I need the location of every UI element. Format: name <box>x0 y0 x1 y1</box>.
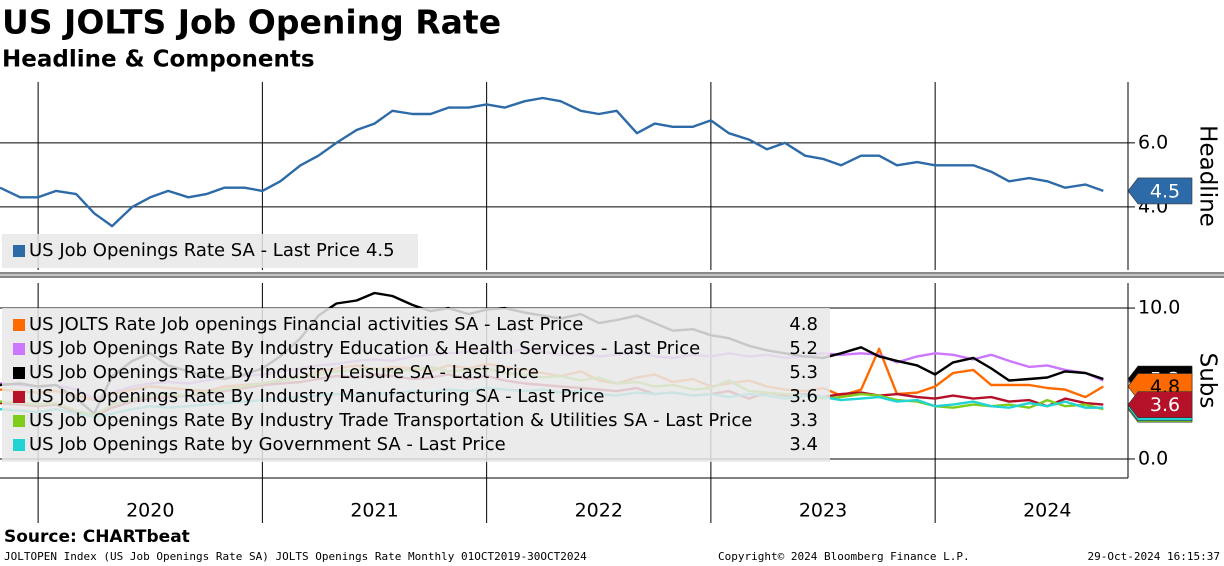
legend-label: US JOLTS Rate Job openings Financial act… <box>29 314 583 335</box>
legend-box <box>2 308 830 462</box>
legend-swatch <box>13 391 25 403</box>
value-tag-label: 4.5 <box>1150 180 1180 202</box>
axis-label: Subs <box>1195 353 1221 409</box>
legend-swatch <box>13 367 25 379</box>
source: Source: CHARTbeat <box>4 527 190 547</box>
chart-subtitle: Headline & Components <box>2 47 315 73</box>
legend-label: US Job Openings Rate By Industry Manufac… <box>29 386 604 407</box>
legend-value: 3.3 <box>789 410 818 431</box>
y-tick-label: 10.0 <box>1138 297 1180 319</box>
legend-box <box>2 234 418 268</box>
legend-swatch <box>13 343 25 355</box>
x-tick-label: 2021 <box>350 500 398 522</box>
legend-label: US Job Openings Rate By Industry Trade T… <box>29 410 752 431</box>
legend-swatch <box>13 319 25 331</box>
legend-value: 5.2 <box>789 338 818 359</box>
axis-label: Headline <box>1195 125 1221 227</box>
x-tick-label: 2022 <box>575 500 623 522</box>
legend-value: 4.5 <box>366 240 395 261</box>
legend-swatch <box>13 415 25 427</box>
legend-label: US Job Openings Rate SA - Last Price <box>29 240 360 261</box>
legend-label: US Job Openings Rate by Government SA - … <box>29 434 506 455</box>
x-tick-label: 2020 <box>126 500 174 522</box>
y-tick-label: 0.0 <box>1138 447 1168 469</box>
x-tick-label: 2024 <box>1023 500 1071 522</box>
legend-value: 4.8 <box>789 314 818 335</box>
legend-label: US Job Openings Rate By Industry Educati… <box>29 338 700 359</box>
y-tick-label: 6.0 <box>1138 131 1168 153</box>
value-tag <box>1127 391 1193 418</box>
legend-swatch <box>13 439 25 451</box>
value-tag <box>1127 177 1193 205</box>
copyright: Copyright© 2024 Bloomberg Finance L.P. <box>718 550 970 563</box>
legend-value: 3.4 <box>789 434 818 455</box>
x-tick-label: 2023 <box>799 500 847 522</box>
legend-value: 3.6 <box>789 386 818 407</box>
footer-description: JOLTOPEN Index (US Job Openings Rate SA)… <box>4 550 587 563</box>
timestamp: 29-Oct-2024 16:15:37 <box>1088 550 1220 563</box>
series-line <box>0 96 1104 228</box>
chart-title: US JOLTS Job Opening Rate <box>2 3 501 42</box>
value-tag-label: 3.6 <box>1150 394 1180 416</box>
legend-label: US Job Openings Rate By Industry Leisure… <box>29 362 539 383</box>
legend-swatch <box>13 245 25 257</box>
legend-value: 5.3 <box>789 362 818 383</box>
